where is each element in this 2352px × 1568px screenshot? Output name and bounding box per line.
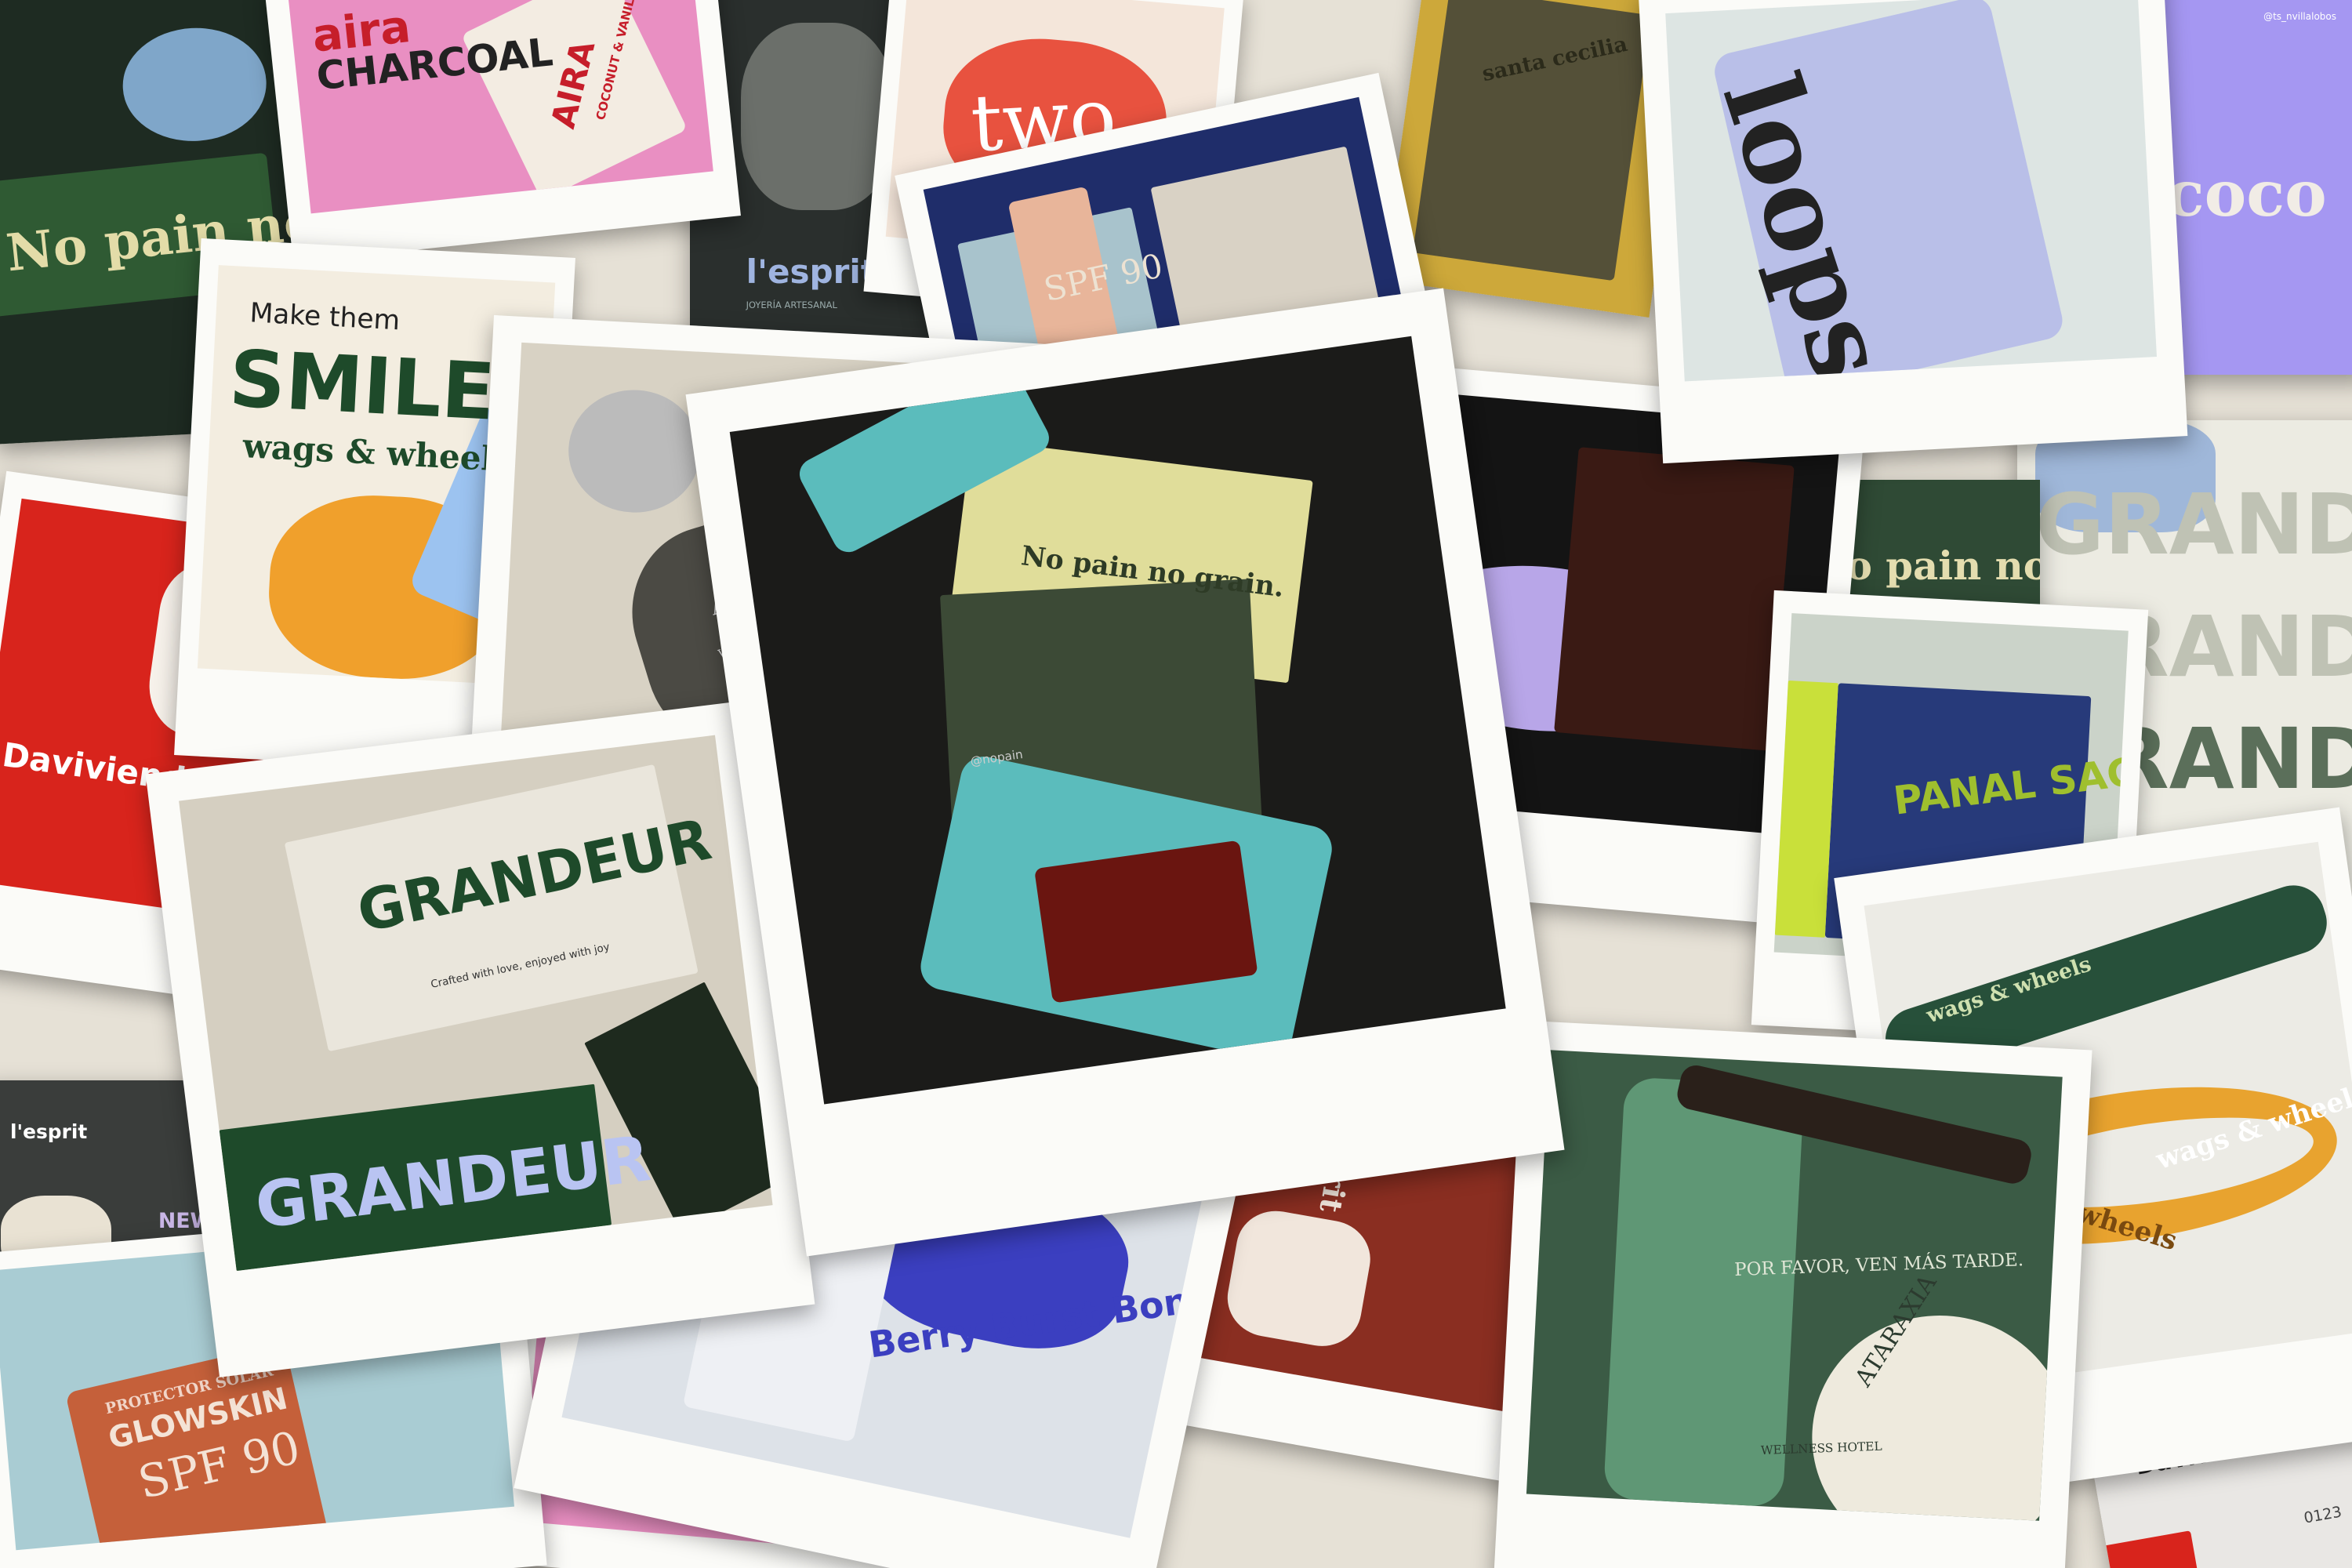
graphic bbox=[1221, 1205, 1377, 1353]
tile-text: l'esprit bbox=[746, 252, 877, 292]
photo: POR FAVOR, VEN MÁS TARDE. ATARAXIA WELLNES… bbox=[1526, 1050, 2063, 1522]
tile-text: coco bbox=[2165, 156, 2327, 230]
tile-text: l'esprit bbox=[10, 1120, 88, 1144]
graphic bbox=[119, 24, 270, 145]
graphic bbox=[2084, 1530, 2205, 1568]
photo: loops bbox=[1665, 0, 2157, 383]
tile-text: 0123 bbox=[2302, 1502, 2343, 1527]
graphic bbox=[565, 386, 704, 517]
photo-tile: loops bbox=[1638, 0, 2187, 464]
photo-tile: aira CHARCOAL AIRA COCONUT & VANILLA bbox=[264, 0, 741, 263]
photo: GRANDEUR Crafted with love, enjoyed with … bbox=[178, 734, 773, 1271]
photo: No pain no grain. @nopain bbox=[729, 336, 1506, 1105]
credit: @ts_nvillalobos bbox=[2263, 11, 2336, 22]
graphic bbox=[1554, 446, 1795, 751]
tile-text: JOYERÍA ARTESANAL bbox=[746, 299, 837, 310]
photo-tile: GRANDEUR Crafted with love, enjoyed with … bbox=[145, 700, 815, 1377]
tile-text: SMILE! bbox=[227, 333, 533, 440]
graphic bbox=[1806, 1309, 2063, 1522]
tile-text: Make them bbox=[249, 297, 401, 337]
photo-tile: POR FAVOR, VEN MÁS TARDE. ATARAXIA WELLNES… bbox=[1493, 1020, 2092, 1568]
photo: aira CHARCOAL AIRA COCONUT & VANILLA bbox=[288, 0, 713, 214]
tile-text: GRANDS bbox=[2035, 476, 2352, 574]
graphic bbox=[741, 22, 895, 210]
photo-tile: No pain no grain. @nopain bbox=[685, 288, 1565, 1257]
